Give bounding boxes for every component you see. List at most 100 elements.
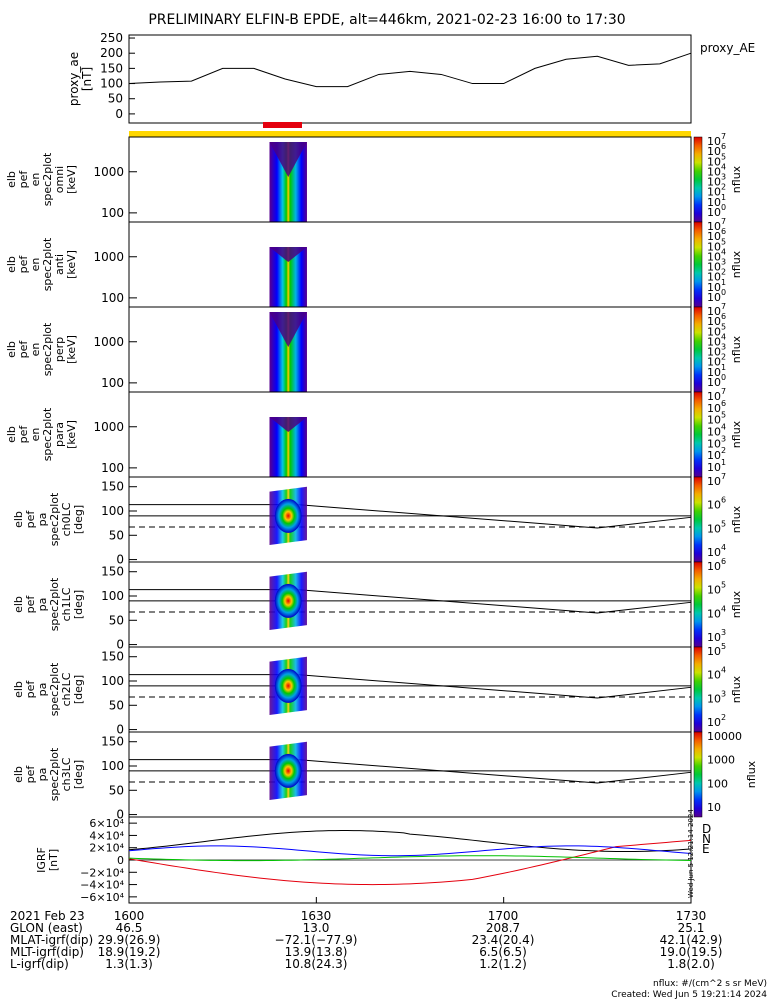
y-tick-label: −6×10⁴ [80,891,124,904]
colorbar-tick-exponent: 1 [721,278,726,287]
igrf-d-line [128,839,692,886]
colorbar-unit-label: nflux [730,420,743,448]
spectrogram-peak-4 [269,417,307,432]
y-axis-label: en [29,173,42,187]
colorbar-tick-label: 10 [707,165,721,178]
footer-value: 18.9(19.2) [98,945,161,959]
colorbar-tick-label: 10 [707,135,721,148]
y-axis-label: IGRF [35,847,48,873]
y-tick-label: 100 [100,77,123,91]
footer-row-label: MLT-igrf(dip) [10,945,84,959]
y-axis-label: pef [17,340,30,359]
y-tick-label: 1000 [93,165,124,179]
footer-value: 46.5 [116,921,143,935]
colorbar-tick-label: 10 [707,461,721,474]
colorbar-tick-exponent: 5 [721,642,726,651]
colorbar-tick-label: 10 [707,176,721,189]
colorbar-tick-exponent: 2 [721,183,726,192]
footer-value: −72.1(−77.9) [275,933,358,947]
colorbar-tick-label: 10 [707,584,721,597]
y-axis-label-igrf: IGRF [nT] [35,847,60,873]
y-axis-label: pa [36,683,49,697]
y-axis-label: elb [5,256,18,273]
colorbar-tick-exponent: 7 [721,472,726,481]
y-tick-label: 0 [115,107,123,121]
y-axis-label: pef [24,680,37,699]
panel-frame-5 [128,476,692,563]
side-timestamp: Wed Jun 5 12:21:14 2024 [687,809,695,898]
colorbar-tick-label: 10 [707,449,721,462]
colorbar-tick-exponent: 5 [721,152,726,161]
y-axis-label: pef [24,510,37,529]
colorbar-tick-label: 10 [707,499,721,512]
y-tick-label: 6×10⁴ [89,817,124,830]
y-tick-label: 100 [101,206,124,220]
colorbar-tick-exponent: 4 [721,543,726,552]
colorbar-tick-exponent: 7 [721,387,726,396]
colorbar-tick-exponent: 1 [721,363,726,372]
y-axis-label: elb [12,596,25,613]
y-axis-label: ch3LC [60,757,73,791]
colorbar-tick-label: 10 [707,607,721,620]
colorbar-tick-label: 10 [707,402,721,415]
y-axis-label: [deg] [72,760,85,789]
colorbar-tick-label: 1000 [707,754,735,767]
footer-row-label: GLON (east) [10,921,83,935]
colorbar-tick-exponent: 4 [721,423,726,432]
footer-value: 1.2(1.2) [479,957,527,971]
y-tick-label: 150 [101,735,124,749]
igrf-total-line [128,830,692,853]
pa-spectrogram-core-5 [274,498,302,533]
footer-value: 19.0(19.5) [660,945,723,959]
colorbar-7 [693,646,703,733]
colorbar-unit: nflux [730,505,743,533]
y-tick-label: 100 [101,589,124,603]
y-axis-label: spec2plot [48,662,61,716]
colorbar-4 [693,391,703,478]
y-axis-label: ch1LC [60,587,73,621]
y-tick-label: 0 [116,553,124,567]
colorbar-tick-label: 10 [707,281,721,294]
y-tick-label: 100 [101,291,124,305]
y-axis-label-panel-3: elb pef en spec2plot perp [keV] [5,322,78,376]
colorbar-tick-label: 10 [707,346,721,359]
y-axis-label: omni [53,166,66,193]
y-tick-label: 1000 [93,420,124,434]
y-tick-label: 0 [116,808,124,822]
colorbar-tick-exponent: 3 [721,689,726,698]
colorbar-tick-exponent: 6 [721,399,726,408]
panel-frame-4 [128,391,692,478]
colorbar-tick-label: 10 [707,414,721,427]
colorbar-unit-label: nflux [730,335,743,363]
y-tick-label: 150 [101,565,124,579]
y-axis-label: pef [24,595,37,614]
y-axis-label: pef [24,765,37,784]
y-axis-label: [deg] [72,505,85,534]
colorbar-unit: nflux [745,760,758,788]
panel-frame-proxy-ae [128,34,692,124]
colorbar-unit: nflux [730,590,743,618]
colorbar-tick-label: 10 [707,366,721,379]
colorbar-tick-exponent: 7 [721,302,726,311]
panel-frame-2 [128,221,692,308]
colorbar-unit: nflux [730,420,743,448]
y-axis-label: ch2LC [60,672,73,706]
y-axis-label: ch0LC [60,502,73,536]
colorbar-tick-label: 10 [707,390,721,403]
panel-frame-3 [128,306,692,393]
colorbar-2 [693,221,703,308]
legend-label-d: D [702,822,711,836]
colorbar-unit-label: nflux [745,760,758,788]
footer-value: 1.8(2.0) [667,957,715,971]
igrf-e-line [128,855,692,862]
y-axis-label-panel-1: elb pef en spec2plot omni [keV] [5,152,78,206]
footer-row-label: MLAT-igrf(dip) [10,933,93,947]
created-note: Created: Wed Jun 5 19:21:14 2024 [611,990,767,1000]
colorbar-tick-label: 10 [707,669,721,682]
colorbar-tick-label: 10 [707,230,721,243]
y-tick-label: 0 [116,638,124,652]
colorbar-tick-label: 10 [707,475,721,488]
footer-value: 29.9(26.9) [98,933,161,947]
colorbar-6 [693,561,703,648]
footer-value: 13.9(13.8) [285,945,348,959]
